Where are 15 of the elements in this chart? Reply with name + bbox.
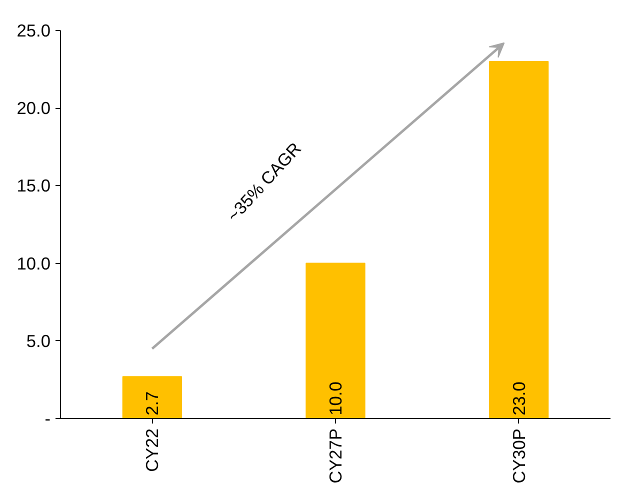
bar <box>122 376 182 418</box>
data-label: 10.0 <box>326 382 346 416</box>
x-tick-label: CY30P <box>508 428 529 484</box>
y-tick-label: 5.0 <box>26 330 51 351</box>
y-tick-label: 10.0 <box>16 253 51 274</box>
x-tick-label: CY22 <box>142 428 162 472</box>
y-tick-label: 25.0 <box>16 20 51 40</box>
data-label: 2.7 <box>142 391 162 416</box>
y-tick-label: - <box>44 408 51 428</box>
x-tick-label: CY27P <box>326 428 346 484</box>
y-tick-label: 20.0 <box>16 98 51 118</box>
data-label: 23.0 <box>508 382 529 416</box>
bar <box>489 61 549 418</box>
bar <box>306 262 366 418</box>
y-tick-label: 15.0 <box>16 176 51 196</box>
